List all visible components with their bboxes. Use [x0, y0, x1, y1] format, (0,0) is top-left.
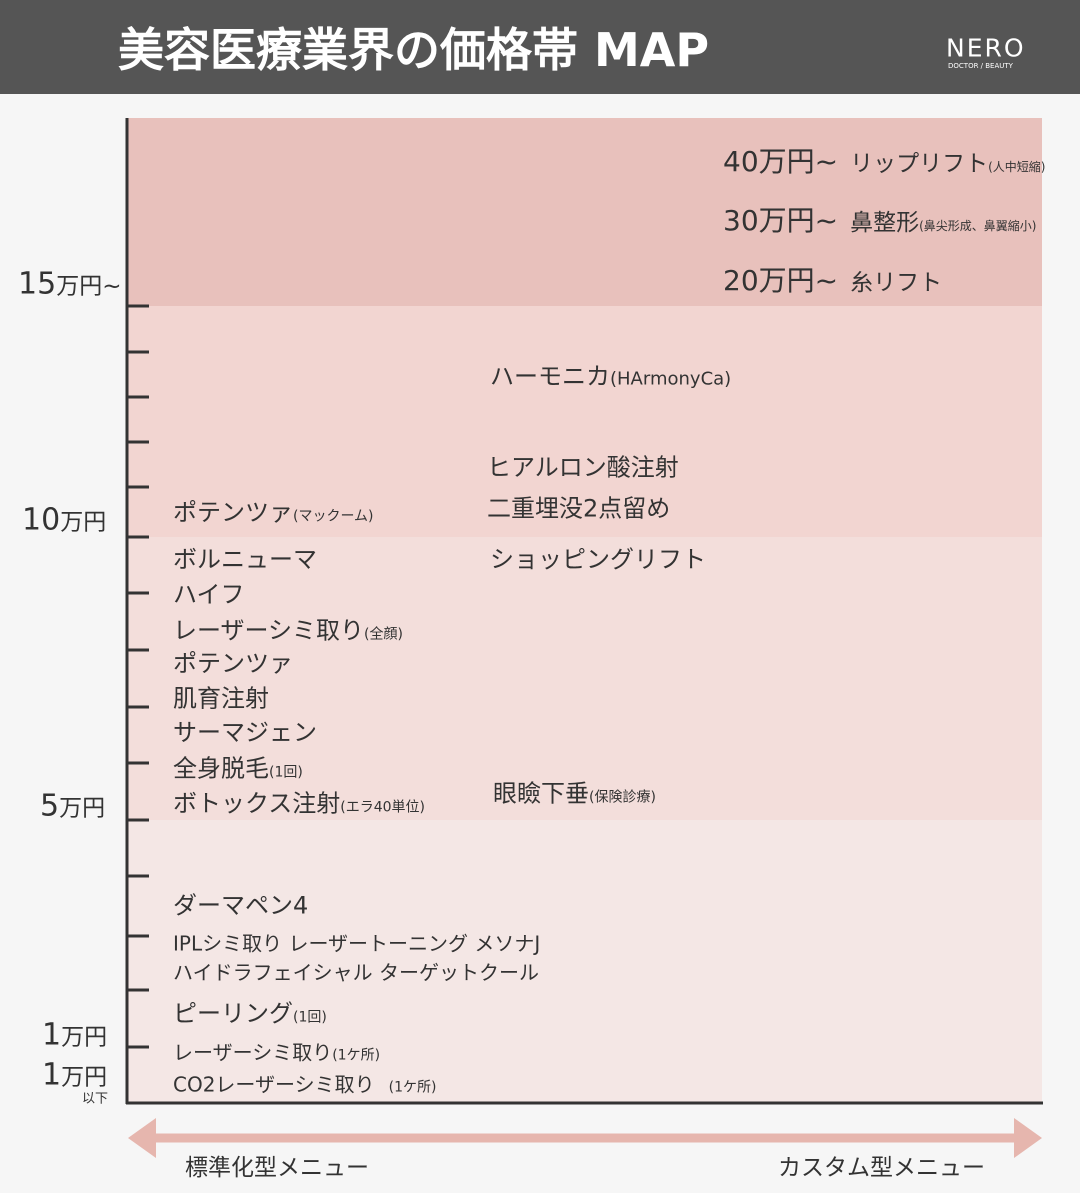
item: ダーマペン4: [173, 886, 308, 921]
item-label: レーザーシミ取り: [173, 616, 365, 645]
item-label: ボルニューマ: [173, 545, 317, 574]
top-item: 30万円~ 鼻整形(鼻尖形成、鼻翼縮小): [723, 199, 1036, 239]
item-note: (全顔): [364, 626, 403, 643]
x-axis-left: 標準化型メニュー: [185, 1155, 369, 1181]
y-amount: 1: [42, 1017, 62, 1053]
y-label: 5万円: [40, 789, 105, 824]
item-label: ハイフ: [173, 580, 245, 609]
item-label: レーザーシミ取り: [173, 1040, 333, 1065]
item: ショッピングリフト: [490, 540, 706, 575]
item-label: 二重埋没2点留め: [487, 494, 671, 523]
item-label: ダーマペン4: [173, 891, 309, 920]
item-note: (保険診療): [589, 789, 656, 806]
x-axis-right: カスタム型メニュー: [778, 1155, 985, 1181]
item: ヒアルロン酸注射: [487, 448, 679, 483]
item: サーマジェン: [173, 713, 317, 748]
header-bar: [0, 0, 1080, 94]
label: リップリフト: [850, 151, 989, 177]
item-note: (マックーム): [293, 508, 374, 525]
item: ピーリング(1回): [173, 994, 327, 1029]
label: 糸リフト: [850, 270, 943, 296]
y-unit: 万円: [61, 1064, 108, 1091]
y-amount: 5: [40, 788, 60, 824]
item-note: (1回): [293, 1009, 327, 1026]
logo: NERO: [946, 33, 1026, 63]
title: 美容医療業界の価格帯 MAP: [118, 23, 710, 77]
y-amount: 10: [22, 502, 61, 538]
y-unit: 万円: [59, 795, 106, 822]
item-note: (エラ40単位): [340, 799, 426, 816]
y-unit: 万円~: [56, 273, 122, 300]
item: IPLシミ取り レーザートーニング メソナJ: [173, 928, 540, 957]
item-label: ハーモニカ: [490, 362, 610, 391]
note: (人中短縮): [988, 160, 1046, 174]
top-item: 40万円~ リップリフト(人中短縮): [723, 140, 1045, 180]
item: 二重埋没2点留め: [487, 489, 670, 524]
y-unit: 万円: [61, 1024, 108, 1051]
item-label: CO2レーザーシミ取り: [173, 1072, 375, 1097]
item: レーザーシミ取り(1ケ所): [173, 1037, 380, 1066]
item-note: (1回): [269, 764, 303, 781]
item-label: ポテンツァ: [173, 498, 293, 527]
item: ハイドラフェイシャル ターゲットクール: [173, 957, 539, 986]
y-label: 1万円: [42, 1058, 107, 1093]
note: (鼻尖形成、鼻翼縮小): [919, 219, 1037, 233]
item: 眼瞼下垂(保険診療): [493, 774, 656, 809]
price: 30万円~: [723, 204, 839, 237]
item-label: ショッピングリフト: [490, 545, 706, 574]
item: ポテンツァ: [173, 644, 293, 679]
item-label: IPLシミ取り レーザートーニング メソナJ: [173, 931, 541, 956]
top-item: 20万円~ 糸リフト: [723, 259, 942, 299]
item-note: (1ケ所): [332, 1047, 381, 1064]
y-sub: 以下: [82, 1091, 109, 1107]
item: レーザーシミ取り(全顔): [173, 611, 403, 646]
item-label: 眼瞼下垂: [493, 779, 589, 808]
item-note: (1ケ所): [388, 1079, 437, 1096]
item: ボトックス注射(エラ40単位): [173, 784, 425, 819]
item-label: ヒアルロン酸注射: [487, 453, 679, 482]
item-label: サーマジェン: [173, 718, 317, 747]
item: ハーモニカ(HArmonyCa): [490, 357, 731, 392]
price: 40万円~: [723, 145, 839, 178]
item-note: (HArmonyCa): [610, 368, 732, 390]
item: 全身脱毛(1回): [173, 749, 303, 784]
label: 鼻整形: [850, 210, 920, 236]
y-label: 15万円~: [18, 267, 121, 302]
y-amount: 1: [42, 1057, 62, 1093]
item: ボルニューマ: [173, 540, 317, 575]
item-label: 肌育注射: [173, 684, 269, 713]
y-amount: 15: [18, 266, 57, 302]
y-label: 1万円: [42, 1018, 107, 1053]
item: CO2レーザーシミ取り (1ケ所): [173, 1069, 436, 1098]
item-label: ポテンツァ: [173, 649, 293, 678]
price: 20万円~: [723, 264, 839, 297]
item-label: ピーリング: [173, 999, 293, 1028]
item: ハイフ: [173, 575, 245, 610]
item-label: 全身脱毛: [173, 754, 269, 783]
y-unit: 万円: [60, 509, 107, 536]
logo-sub: DOCTOR / BEAUTY: [948, 62, 1013, 70]
item-label: ハイドラフェイシャル ターゲットクール: [173, 960, 539, 985]
item-label: ボトックス注射: [173, 789, 341, 818]
item: ポテンツァ(マックーム): [173, 493, 374, 528]
item: 肌育注射: [173, 679, 269, 714]
y-label: 10万円: [22, 503, 106, 538]
